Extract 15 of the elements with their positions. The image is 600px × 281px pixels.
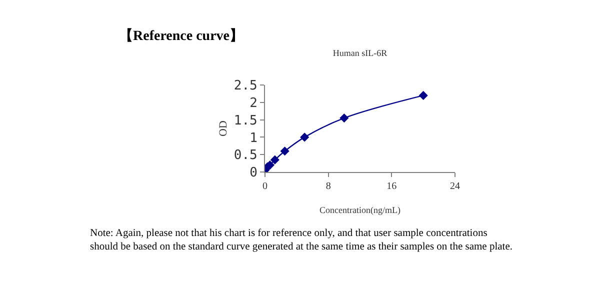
chart-title: Human sIL-6R (332, 48, 388, 58)
x-tick-label: 8 (326, 181, 331, 192)
y-tick-label: 2 (250, 96, 258, 111)
y-tick-label: 0 (250, 166, 258, 181)
y-tick-label: 2.5 (234, 78, 258, 94)
text: Note: Again, please not that his chart is for reference only, and that user sample concentrations should be based on the standard curve generated at the same time as their samples on the same plate. (90, 228, 512, 253)
x-tick-label: 24 (450, 181, 460, 192)
text: 【Reference curve】 (119, 28, 244, 44)
x-axis-title: Concentration(ng/mL) (320, 204, 400, 215)
x-tick-label: 0 (262, 181, 268, 192)
y-tick-label: 1.5 (234, 113, 258, 128)
y-tick-label: 0.5 (234, 148, 258, 164)
y-axis-title: OD (218, 120, 230, 136)
x-tick-label: 16 (386, 181, 397, 192)
y-tick-label: 1 (250, 130, 258, 146)
